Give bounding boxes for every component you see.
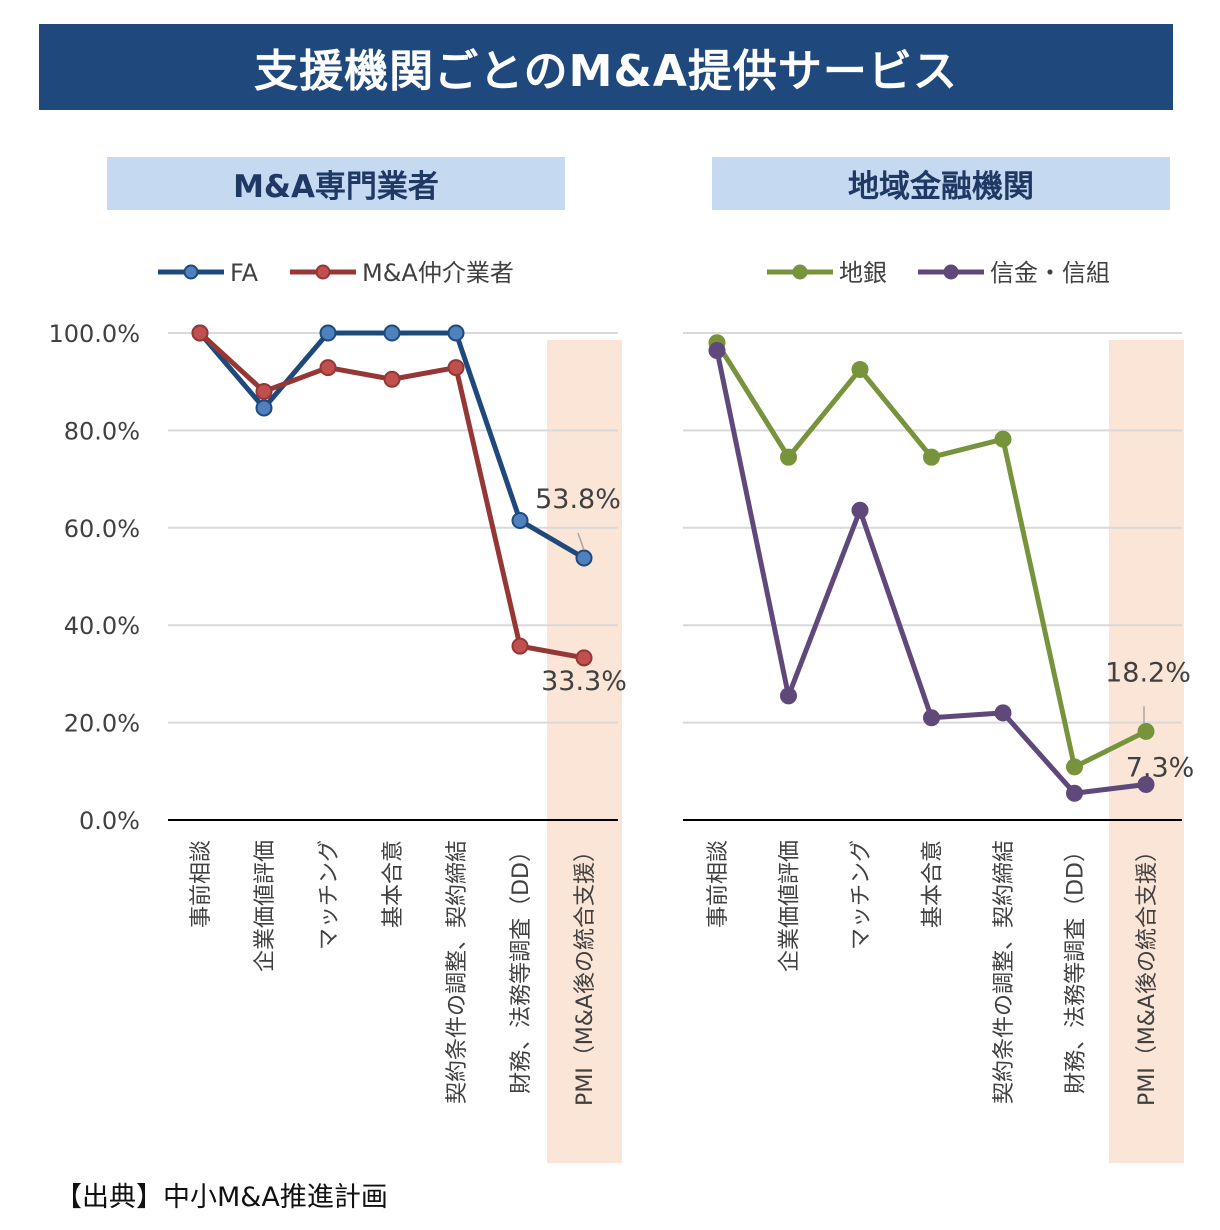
data-label: 18.2% xyxy=(1105,657,1191,688)
panel-title-left: M&A専門業者 xyxy=(107,157,565,210)
legend-label: 地銀 xyxy=(839,259,887,287)
data-point xyxy=(1066,784,1083,802)
data-point xyxy=(923,709,940,727)
data-point xyxy=(780,448,797,466)
line-chart-1: 事前相談 企業価値評価 マッチング 基本合意 契約条件の調整、契約締結 財務、法務等調査（… xyxy=(683,259,1194,1163)
data-point xyxy=(851,361,869,379)
x-tick-label: 基本合意 xyxy=(921,840,946,928)
data-point xyxy=(575,649,593,667)
data-point xyxy=(708,342,726,360)
y-tick-label: 0.0% xyxy=(79,807,140,835)
data-point xyxy=(319,324,337,342)
data-point xyxy=(447,359,465,377)
annotation-leader xyxy=(577,532,585,551)
x-tick-label: PMI（M&A後の統合支援） xyxy=(573,840,598,1106)
data-point xyxy=(191,324,209,342)
y-tick-label: 80.0% xyxy=(64,417,140,445)
data-point xyxy=(383,370,401,388)
x-tick-label: 基本合意 xyxy=(381,840,406,928)
y-tick-label: 60.0% xyxy=(64,515,140,543)
data-point xyxy=(851,501,869,519)
data-point xyxy=(780,687,797,705)
data-label: 7.3% xyxy=(1126,752,1195,783)
legend-marker xyxy=(943,264,959,280)
x-tick-label: PMI（M&A後の統合支援） xyxy=(1135,840,1160,1106)
data-point xyxy=(994,704,1012,722)
page-title: 支援機関ごとのM&A提供サービス xyxy=(39,24,1173,110)
data-point xyxy=(255,382,273,400)
pmi-highlight-band xyxy=(547,340,622,1163)
data-point xyxy=(319,359,337,377)
x-tick-label: 契約条件の調整、契約締結 xyxy=(445,840,470,1104)
data-point xyxy=(447,324,465,342)
data-point xyxy=(255,399,273,417)
legend-label: FA xyxy=(230,259,259,287)
legend-label: 信金・信組 xyxy=(990,259,1110,287)
x-tick-label: 財務、法務等調査（DD） xyxy=(1064,840,1089,1094)
data-point xyxy=(1137,722,1155,740)
pmi-highlight-band xyxy=(1109,340,1184,1163)
panel-title-right: 地域金融機関 xyxy=(712,157,1170,210)
x-tick-label: マッチング xyxy=(849,840,874,950)
x-tick-label: 契約条件の調整、契約締結 xyxy=(992,840,1017,1104)
x-tick-label: 企業価値評価 xyxy=(778,840,803,972)
data-point xyxy=(994,430,1012,448)
x-tick-label: 企業価値評価 xyxy=(253,840,278,972)
data-point xyxy=(383,324,401,342)
data-label: 33.3% xyxy=(541,666,627,697)
data-point xyxy=(1066,758,1083,776)
line-chart-0: 0.0% 20.0% 40.0% 60.0% 80.0% 100.0% 事前相談 企業価値評価… xyxy=(48,259,627,1163)
x-tick-label: 事前相談 xyxy=(189,840,214,928)
data-point xyxy=(511,511,529,529)
x-tick-label: 財務、法務等調査（DD） xyxy=(509,840,534,1094)
y-tick-label: 20.0% xyxy=(64,710,140,738)
legend-marker xyxy=(792,264,808,280)
source-note: 【出典】中小M&A推進計画 xyxy=(55,1182,388,1213)
data-label: 53.8% xyxy=(535,484,621,515)
y-tick-label: 40.0% xyxy=(64,612,140,640)
x-tick-label: マッチング xyxy=(317,840,342,950)
data-point xyxy=(923,448,940,466)
x-tick-label: 事前相談 xyxy=(706,840,731,928)
y-tick-label: 100.0% xyxy=(48,320,140,348)
data-point xyxy=(575,549,593,567)
series-line-1 xyxy=(714,350,1147,796)
legend-marker xyxy=(183,264,199,280)
legend-label: M&A仲介業者 xyxy=(362,259,514,287)
data-point xyxy=(1137,775,1155,793)
legend-marker xyxy=(315,264,331,280)
data-point xyxy=(511,637,529,655)
series-line-0 xyxy=(714,341,1148,770)
